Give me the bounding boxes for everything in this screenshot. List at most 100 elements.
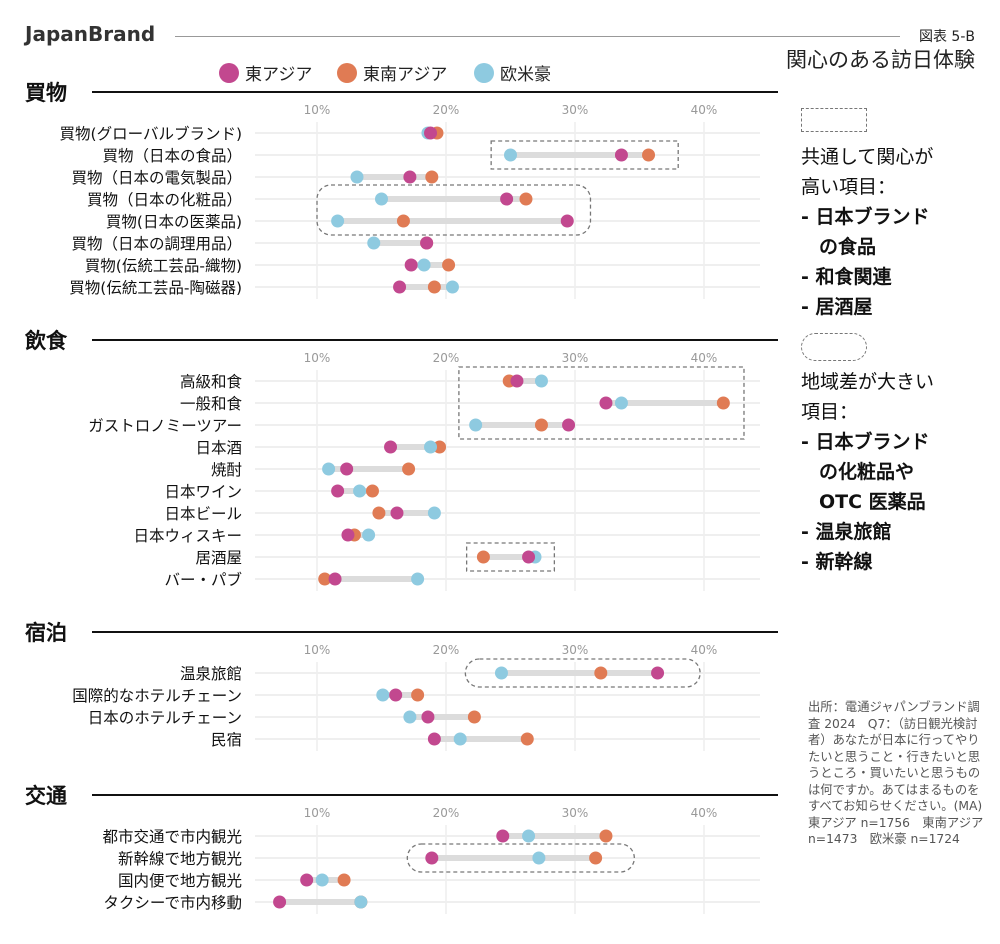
row-label: タクシーで市内移動: [103, 894, 242, 912]
x-tick-label: 40%: [691, 643, 718, 657]
data-point-east-asia: [425, 851, 439, 865]
data-point-east-asia: [300, 873, 314, 887]
data-point-southeast-asia: [425, 170, 439, 184]
note-item: OTC 医薬品: [819, 491, 926, 513]
data-point-east-asia: [421, 710, 435, 724]
highlight-box: [406, 843, 635, 873]
legend-label: 東アジア: [245, 65, 312, 85]
highlight-box: [464, 658, 701, 688]
data-point-western: [522, 829, 536, 843]
data-point-western: [614, 396, 628, 410]
data-point-southeast-asia: [642, 148, 656, 162]
data-point-east-asia: [651, 666, 665, 680]
data-point-southeast-asia: [476, 550, 490, 564]
data-point-east-asia: [331, 484, 345, 498]
row-label: 買物（日本の食品）: [102, 147, 242, 165]
row-label: 買物（日本の調理用品）: [71, 235, 242, 253]
row-label: 買物(伝統工芸品-陶磁器): [69, 279, 242, 297]
data-point-southeast-asia: [442, 258, 456, 272]
note-item: - 和食関連: [801, 266, 892, 288]
section-title: 飲食: [24, 329, 68, 353]
row-label: 買物(グローバルブランド): [60, 124, 242, 143]
data-point-western: [331, 214, 345, 228]
row-label: 国際的なホテルチェーン: [72, 687, 242, 705]
section-title: 買物: [25, 81, 67, 105]
note-item: - 日本ブランド: [801, 206, 930, 228]
data-point-southeast-asia: [534, 418, 548, 432]
x-tick-label: 30%: [562, 103, 589, 117]
x-tick-label: 10%: [304, 103, 331, 117]
data-point-southeast-asia: [519, 192, 533, 206]
data-point-east-asia: [510, 374, 524, 388]
data-point-southeast-asia: [427, 280, 441, 294]
data-point-southeast-asia: [396, 214, 410, 228]
x-tick-label: 10%: [304, 351, 331, 365]
note-item: の化粧品や: [819, 461, 915, 483]
data-point-east-asia: [273, 895, 287, 909]
data-point-southeast-asia: [716, 396, 730, 410]
data-point-western: [403, 710, 417, 724]
data-point-western: [504, 148, 517, 162]
row-label: 焼酎: [211, 461, 242, 479]
data-point-southeast-asia: [372, 506, 386, 520]
data-point-east-asia: [341, 528, 355, 542]
row-label: 買物(伝統工芸品-織物): [85, 257, 242, 275]
x-tick-label: 20%: [433, 351, 460, 365]
data-point-east-asia: [614, 148, 628, 162]
data-point-western: [427, 506, 441, 520]
x-tick-label: 20%: [433, 103, 460, 117]
data-point-east-asia: [420, 236, 434, 250]
legend-label: 欧米豪: [500, 64, 551, 85]
note-difference: 地域差が大きい 項目： - 日本ブランド の化粧品や OTC 医薬品 - 温泉旅…: [801, 367, 934, 577]
data-point-southeast-asia: [365, 484, 379, 498]
data-point-western: [532, 851, 546, 865]
data-point-southeast-asia: [318, 572, 332, 586]
data-point-east-asia: [403, 170, 417, 184]
row-label: 日本ビール: [164, 505, 242, 523]
x-tick-label: 40%: [691, 806, 718, 820]
data-point-western: [354, 895, 368, 909]
data-point-east-asia: [384, 440, 398, 454]
data-point-western: [445, 280, 459, 294]
legend-marker: [337, 63, 357, 83]
row-label: 居酒屋: [195, 549, 242, 567]
data-point-east-asia: [496, 829, 510, 843]
data-point-southeast-asia: [402, 462, 416, 476]
data-point-southeast-asia: [599, 829, 613, 843]
highlight-box: [316, 184, 592, 236]
data-point-southeast-asia: [594, 666, 608, 680]
data-point-southeast-asia: [433, 440, 447, 454]
data-point-western: [534, 374, 548, 388]
source-note: 出所：電通ジャパンブランド調査 2024 Q7：（訪日観光検討者）あなたが日本に…: [808, 700, 995, 846]
data-point-east-asia: [389, 688, 403, 702]
x-tick-label: 30%: [562, 351, 589, 365]
data-point-southeast-asia: [520, 732, 534, 746]
row-label: 温泉旅館: [180, 665, 242, 683]
data-point-southeast-asia: [411, 688, 425, 702]
data-point-western: [362, 528, 376, 542]
header-divider: [175, 36, 900, 37]
legend-rounded-highlight: [801, 333, 867, 361]
data-point-western: [424, 440, 438, 454]
data-point-western: [367, 236, 381, 250]
row-label: 民宿: [211, 731, 242, 749]
data-point-east-asia: [393, 280, 407, 294]
chart-title: 関心のある訪日体験: [786, 48, 975, 72]
legend-label: 東南アジア: [363, 65, 447, 85]
data-point-western: [322, 462, 336, 476]
data-point-western: [453, 732, 467, 746]
row-label: 一般和食: [180, 395, 243, 413]
data-point-southeast-asia: [467, 710, 481, 724]
data-point-east-asia: [404, 258, 418, 272]
data-point-east-asia: [328, 572, 342, 586]
x-tick-label: 10%: [304, 643, 331, 657]
x-tick-label: 30%: [562, 806, 589, 820]
data-point-east-asia: [500, 192, 514, 206]
legend-marker: [474, 63, 494, 83]
data-point-western: [469, 418, 483, 432]
data-point-east-asia: [390, 506, 404, 520]
row-label: 買物(日本の医薬品): [106, 213, 242, 231]
data-point-western: [494, 666, 508, 680]
data-point-east-asia: [424, 126, 438, 140]
data-point-east-asia: [562, 418, 576, 432]
